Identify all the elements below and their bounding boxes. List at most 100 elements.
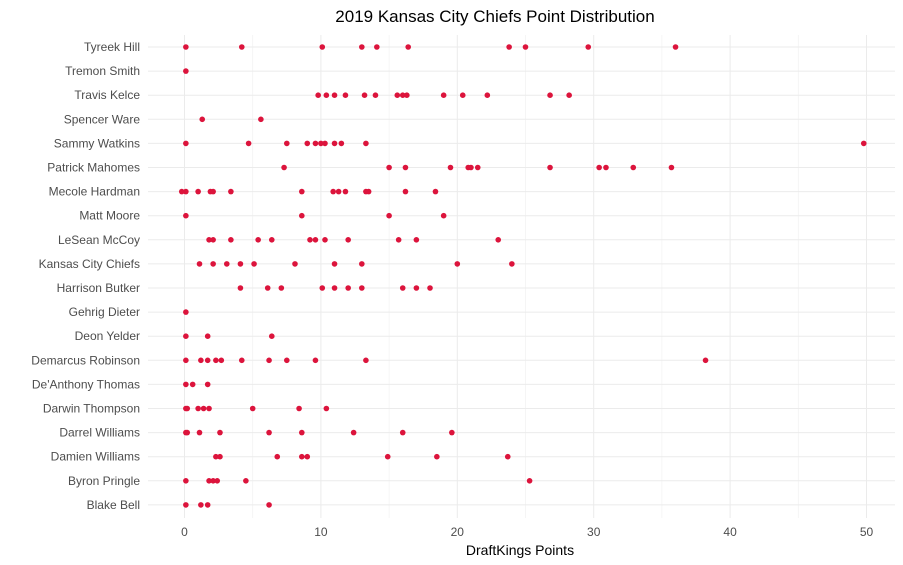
data-point — [585, 44, 592, 50]
data-point — [237, 261, 244, 267]
data-point — [331, 261, 338, 267]
data-points — [178, 44, 867, 508]
y-tick-label: Tremon Smith — [65, 64, 140, 78]
data-point — [359, 44, 365, 50]
data-point — [506, 44, 512, 50]
data-point — [350, 429, 357, 436]
data-point — [395, 237, 402, 243]
data-point — [183, 68, 189, 74]
data-point — [204, 502, 211, 508]
data-point — [495, 237, 502, 243]
y-tick-label: Kansas City Chiefs — [39, 257, 140, 271]
data-point — [399, 429, 406, 436]
data-point — [365, 188, 372, 195]
data-point — [312, 237, 319, 243]
data-point — [304, 140, 311, 147]
data-point — [374, 44, 380, 50]
y-tick-label: Patrick Mahomes — [47, 161, 140, 175]
data-point — [345, 285, 351, 291]
data-point — [264, 285, 271, 291]
grid — [148, 35, 895, 518]
data-point — [243, 478, 249, 484]
data-point — [312, 357, 319, 364]
data-point — [363, 140, 369, 147]
data-point — [183, 212, 189, 219]
data-point — [860, 140, 867, 147]
data-point — [454, 261, 461, 267]
data-point — [474, 164, 481, 171]
data-point — [237, 285, 244, 291]
data-point — [189, 381, 196, 388]
y-tick-label: Sammy Watkins — [54, 136, 140, 150]
data-point — [359, 285, 365, 291]
y-tick-label: Mecole Hardman — [49, 185, 140, 199]
data-point — [213, 453, 219, 460]
y-tick-label: Deon Yelder — [75, 329, 140, 343]
data-point — [296, 405, 302, 412]
y-tick-label: De'Anthony Thomas — [32, 377, 140, 391]
data-point — [200, 405, 207, 412]
x-tick-label: 40 — [723, 525, 737, 539]
data-point — [255, 237, 261, 243]
data-point — [299, 429, 305, 436]
data-point — [210, 261, 216, 267]
x-tick-label: 20 — [451, 525, 465, 539]
data-point — [566, 92, 572, 98]
data-point — [251, 261, 257, 267]
data-point — [319, 285, 326, 291]
data-point — [312, 140, 319, 147]
data-point — [449, 429, 455, 436]
data-point — [183, 309, 189, 315]
data-point — [292, 261, 298, 267]
data-point — [359, 261, 365, 267]
data-point — [198, 502, 204, 508]
data-point — [440, 212, 447, 219]
data-point — [399, 92, 406, 98]
data-point — [213, 357, 219, 364]
data-point — [266, 502, 272, 508]
data-point — [204, 381, 211, 388]
data-point — [268, 333, 275, 340]
data-point — [504, 453, 511, 460]
data-point — [338, 140, 345, 147]
y-tick-label: Damien Williams — [51, 450, 140, 464]
data-point — [331, 285, 338, 291]
data-point — [331, 140, 338, 147]
data-point — [284, 357, 290, 364]
data-point — [447, 164, 454, 171]
data-point — [522, 44, 529, 50]
data-point — [318, 140, 324, 147]
data-point — [299, 212, 305, 219]
data-point — [266, 357, 272, 364]
data-point — [278, 285, 285, 291]
y-tick-label: Demarcus Robinson — [31, 353, 140, 367]
data-point — [547, 92, 553, 98]
data-point — [199, 116, 206, 123]
data-point — [547, 164, 553, 171]
x-axis-label: DraftKings Points — [466, 542, 574, 558]
data-point — [238, 44, 245, 50]
data-point — [307, 237, 313, 243]
data-point — [335, 188, 342, 195]
data-point — [299, 188, 305, 195]
data-point — [214, 478, 221, 484]
x-axis-tick-labels: 0 10 20 30 40 50 — [181, 525, 873, 539]
data-point — [266, 429, 272, 436]
data-point — [184, 405, 191, 412]
x-tick-label: 10 — [314, 525, 328, 539]
y-tick-label: Blake Bell — [87, 498, 140, 512]
data-point — [178, 188, 185, 195]
data-point — [322, 140, 328, 147]
data-point — [668, 164, 675, 171]
data-point — [434, 453, 440, 460]
data-point — [440, 92, 447, 98]
data-point — [223, 261, 230, 267]
data-point — [319, 44, 326, 50]
data-point — [323, 92, 330, 98]
data-point — [206, 405, 212, 412]
data-point — [274, 453, 281, 460]
data-point — [432, 188, 439, 195]
data-point — [630, 164, 637, 171]
data-point — [204, 357, 211, 364]
